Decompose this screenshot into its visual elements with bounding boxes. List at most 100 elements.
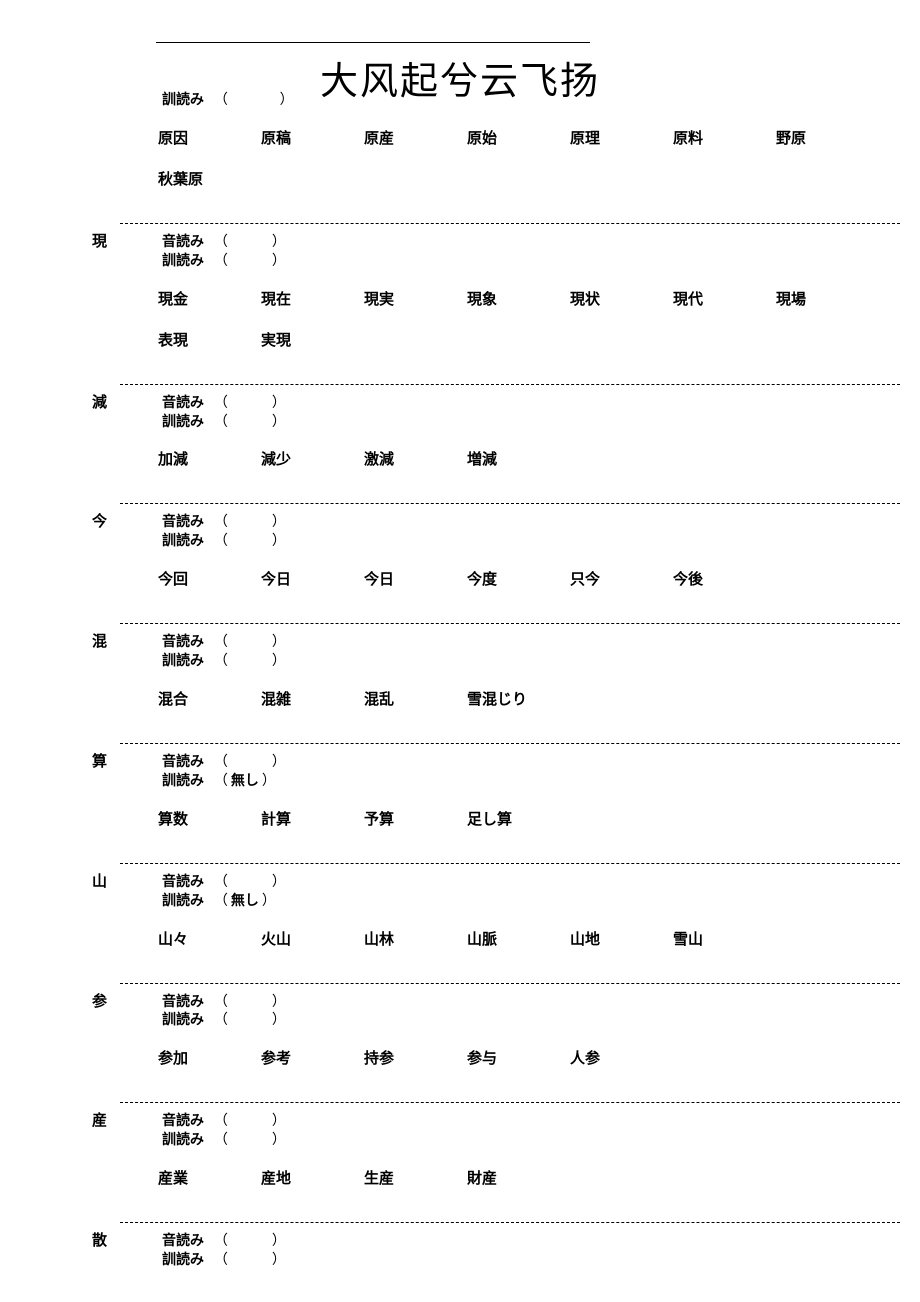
example-word: 増減: [467, 448, 570, 469]
example-word: 現実: [364, 288, 467, 309]
examples-row: 今回 今日 今日 今度 只今 今後: [120, 550, 900, 621]
example-word: 雪山: [673, 928, 776, 949]
example-word: 実現: [261, 329, 364, 350]
kun-value: 無し: [228, 771, 262, 790]
kanji-head: 山: [92, 870, 107, 891]
kun-row: 訓読み （無し）: [120, 771, 900, 790]
example-word: 原料: [673, 127, 776, 148]
example-word: 参加: [158, 1047, 261, 1068]
example-word: 減少: [261, 448, 364, 469]
kun-row: 訓読み （）: [120, 1250, 900, 1269]
paren-open: （: [214, 91, 228, 107]
example-word: 今日: [261, 568, 364, 589]
example-word: 現代: [673, 288, 776, 309]
example-word: 山々: [158, 928, 261, 949]
section-divider: [120, 743, 900, 744]
on-row: 音読み （）: [120, 512, 900, 531]
kun-row: 訓読み （）: [120, 251, 900, 270]
kanji-head: 算: [92, 750, 107, 771]
kanji-head: 散: [92, 1229, 107, 1250]
on-row: 音読み （）: [120, 232, 900, 251]
section-san3: 産 音読み （） 訓読み （） 産業 産地 生産 財産: [120, 1109, 900, 1220]
section-gen2: 減 音読み （） 訓読み （） 加減 減少 激減 増減: [120, 391, 900, 502]
example-word: 山林: [364, 928, 467, 949]
kun-row: 訓読み （）: [120, 531, 900, 550]
section-gen: 現 音読み （） 訓読み （） 現金 現在 現実 現象 現状 現代 現場 表現 …: [120, 230, 900, 382]
example-word: 秋葉原: [158, 168, 261, 189]
kanji-head: 今: [92, 510, 107, 531]
section-san4: 散 音読み （） 訓読み （）: [120, 1229, 900, 1269]
kun-value: 無し: [228, 891, 262, 910]
section-yama: 山 音読み （） 訓読み （無し） 山々 火山 山林 山脈 山地 雪山: [120, 870, 900, 981]
kun-label: 訓読み: [162, 251, 210, 270]
on-row: 音読み （）: [120, 1231, 900, 1250]
example-word: 野原: [776, 127, 879, 148]
kun-row: 訓読み （）: [120, 1010, 900, 1029]
examples-row: 現金 現在 現実 現象 現状 現代 現場 表現 実現: [120, 270, 900, 382]
example-word: 算数: [158, 808, 261, 829]
examples-row: 原因 原稿 原産 原始 原理 原料 野原 秋葉原: [120, 109, 900, 221]
example-word: 混合: [158, 688, 261, 709]
kanji-head: 参: [92, 990, 107, 1011]
kun-row: 訓読み （）: [120, 651, 900, 670]
example-word: 現金: [158, 288, 261, 309]
example-word: 今日: [364, 568, 467, 589]
on-row: 音読み （）: [120, 1111, 900, 1130]
example-word: 現状: [570, 288, 673, 309]
kun-label: 訓読み: [162, 90, 210, 109]
examples-row: 算数 計算 予算 足し算: [120, 790, 900, 861]
example-word: 雪混じり: [467, 688, 570, 709]
example-word: 加減: [158, 448, 261, 469]
section-gen: 訓読み （ ） 原因 原稿 原産 原始 原理 原料 野原 秋葉原: [120, 88, 900, 221]
section-divider: [120, 623, 900, 624]
example-word: 原産: [364, 127, 467, 148]
section-divider: [120, 384, 900, 385]
kanji-head: 産: [92, 1109, 107, 1130]
example-word: 原始: [467, 127, 570, 148]
example-word: 山脈: [467, 928, 570, 949]
on-row: 音読み （）: [120, 393, 900, 412]
examples-row: 混合 混雑 混乱 雪混じり: [120, 670, 900, 741]
section-divider: [120, 983, 900, 984]
kun-row: 訓読み （）: [120, 412, 900, 431]
example-word: 参与: [467, 1047, 570, 1068]
kanji-head: 現: [92, 230, 107, 251]
examples-row: 加減 減少 激減 増減: [120, 430, 900, 501]
example-word: 原因: [158, 127, 261, 148]
example-word: 持参: [364, 1047, 467, 1068]
section-kon: 混 音読み （） 訓読み （） 混合 混雑 混乱 雪混じり: [120, 630, 900, 741]
on-row: 音読み （）: [120, 752, 900, 771]
example-word: 今度: [467, 568, 570, 589]
example-word: 人参: [570, 1047, 673, 1068]
examples-row: 産業 産地 生産 財産: [120, 1149, 900, 1220]
example-word: 混雑: [261, 688, 364, 709]
example-word: 表現: [158, 329, 261, 350]
on-row: 音読み （）: [120, 632, 900, 651]
example-word: 参考: [261, 1047, 364, 1068]
example-word: 足し算: [467, 808, 570, 829]
paren-close: ）: [280, 91, 294, 107]
examples-row: 山々 火山 山林 山脈 山地 雪山: [120, 910, 900, 981]
example-word: 激減: [364, 448, 467, 469]
section-ima: 今 音読み （） 訓読み （） 今回 今日 今日 今度 只今 今後: [120, 510, 900, 621]
section-divider: [120, 503, 900, 504]
example-word: 原稿: [261, 127, 364, 148]
example-word: 只今: [570, 568, 673, 589]
example-word: 山地: [570, 928, 673, 949]
section-divider: [120, 223, 900, 224]
example-word: 産地: [261, 1167, 364, 1188]
example-word: 今後: [673, 568, 776, 589]
example-word: 現場: [776, 288, 879, 309]
kanji-head: 混: [92, 630, 107, 651]
example-word: 火山: [261, 928, 364, 949]
example-word: 現在: [261, 288, 364, 309]
section-san2: 参 音読み （） 訓読み （） 参加 参考 持参 参与 人参: [120, 990, 900, 1101]
example-word: 計算: [261, 808, 364, 829]
section-divider: [120, 1102, 900, 1103]
on-row: 音読み （）: [120, 992, 900, 1011]
example-word: 財産: [467, 1167, 570, 1188]
section-divider: [120, 863, 900, 864]
kun-row: 訓読み （）: [120, 1130, 900, 1149]
section-san: 算 音読み （） 訓読み （無し） 算数 計算 予算 足し算: [120, 750, 900, 861]
kun-row: 訓読み （ ）: [120, 90, 900, 109]
